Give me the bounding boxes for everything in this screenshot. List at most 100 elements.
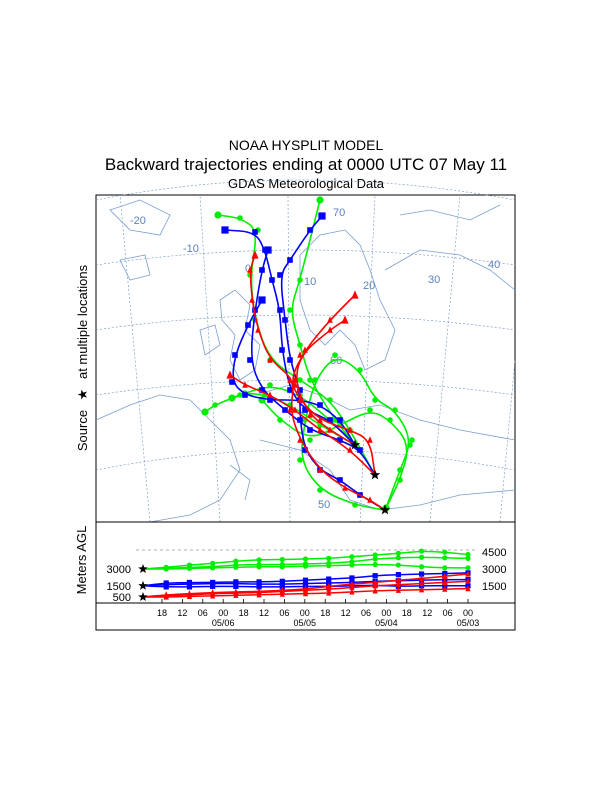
trajectory-marker xyxy=(367,436,373,443)
trajectory-marker xyxy=(277,417,283,423)
trajectory-marker xyxy=(267,391,273,398)
trajectory-marker xyxy=(395,550,401,556)
map-trajectory-line xyxy=(224,229,356,446)
trajectory-marker xyxy=(395,581,401,588)
trajectory-marker xyxy=(267,356,273,363)
trajectory-marker xyxy=(233,583,239,589)
trajectory-marker xyxy=(341,315,349,324)
trajectory-marker xyxy=(279,347,285,353)
map-coastlines xyxy=(95,199,516,523)
trajectory-marker xyxy=(316,196,324,204)
trajectory-marker xyxy=(442,549,448,555)
trajectory-marker xyxy=(317,402,323,408)
source-star-icon xyxy=(349,439,361,450)
latitude-label: 70 xyxy=(333,207,345,219)
hour-tick-label: 12 xyxy=(259,608,269,618)
date-label: 05/05 xyxy=(294,618,317,628)
trajectory-marker xyxy=(256,591,262,598)
trajectory-marker xyxy=(259,387,265,393)
trajectory-marker xyxy=(297,377,303,383)
trajectory-marker xyxy=(442,555,448,561)
trajectory-marker xyxy=(282,317,288,323)
trajectory-marker xyxy=(245,322,251,328)
trajectory-marker xyxy=(397,477,403,483)
start-height-label: 3000 xyxy=(107,564,131,576)
trajectory-marker xyxy=(292,376,298,383)
trajectory-marker xyxy=(312,377,318,383)
trajectory-marker xyxy=(317,416,323,423)
trajectory-marker xyxy=(256,564,262,570)
trajectory-marker xyxy=(326,585,332,592)
trajectory-marker xyxy=(392,407,398,413)
trajectory-marker xyxy=(297,457,303,463)
hour-tick-label: 06 xyxy=(198,608,208,618)
map-panel: -20 -10 0 10 20 30 40 70 60 50 Source ★ at multip… xyxy=(75,179,516,523)
trajectory-marker xyxy=(287,387,293,393)
data-source-label: GDAS Meteorological Data xyxy=(227,176,385,191)
trajectory-marker xyxy=(317,487,323,493)
trajectory-marker xyxy=(297,436,303,443)
trajectory-marker xyxy=(267,382,273,388)
trajectory-marker xyxy=(255,326,261,333)
trajectory-marker xyxy=(418,571,425,577)
trajectory-marker xyxy=(327,397,333,403)
trajectory-marker xyxy=(367,496,373,503)
map-trajectory xyxy=(292,315,356,446)
trajectory-marker xyxy=(327,316,333,323)
chart-subtitle: Backward trajectories ending at 0000 UTC… xyxy=(104,155,508,174)
trajectory-marker xyxy=(210,583,216,589)
trajectory-marker xyxy=(317,466,323,473)
trajectory-marker xyxy=(418,574,425,582)
height-series xyxy=(143,561,471,572)
trajectory-marker xyxy=(326,555,332,561)
trajectory-marker xyxy=(186,584,193,590)
trajectory-marker xyxy=(277,307,283,313)
trajectory-marker xyxy=(242,381,248,388)
trajectory-marker xyxy=(302,447,308,453)
trajectory-marker xyxy=(372,582,378,589)
trajectory-marker xyxy=(395,586,401,593)
trajectory-marker xyxy=(349,580,355,587)
trajectory-marker xyxy=(307,227,313,233)
longitude-label: 40 xyxy=(488,259,500,271)
trajectory-marker xyxy=(372,552,378,558)
trajectory-marker xyxy=(465,577,471,584)
trajectory-marker xyxy=(352,502,358,508)
trajectory-marker xyxy=(387,417,393,423)
trajectory-marker xyxy=(279,564,285,570)
trajectory-marker xyxy=(210,592,216,599)
date-label: 05/03 xyxy=(457,618,480,628)
hour-tick-label: 06 xyxy=(443,608,453,618)
hour-tick-label: 00 xyxy=(381,608,391,618)
trajectory-marker xyxy=(249,296,255,303)
trajectory-marker xyxy=(351,290,359,299)
trajectory-marker xyxy=(317,426,323,433)
trajectory-marker xyxy=(397,467,403,473)
trajectory-marker xyxy=(279,581,285,587)
height-ylabel: Meters AGL xyxy=(74,526,89,595)
start-height-label: 500 xyxy=(113,592,131,604)
map-trajectory-line xyxy=(301,358,410,511)
trajectory-marker xyxy=(327,417,333,423)
hour-tick-label: 18 xyxy=(320,608,330,618)
trajectory-marker xyxy=(292,406,298,413)
trajectory-marker xyxy=(349,562,355,568)
trajectory-marker xyxy=(337,417,343,423)
trajectory-marker xyxy=(395,576,401,583)
trajectory-marker xyxy=(232,352,238,358)
hour-tick-label: 18 xyxy=(402,608,412,618)
trajectory-marker xyxy=(465,585,471,592)
height-series xyxy=(142,585,471,600)
trajectory-marker xyxy=(233,591,239,598)
trajectory-marker xyxy=(372,561,378,568)
trajectory-marker xyxy=(247,266,253,273)
trajectory-marker xyxy=(279,556,285,563)
map-trajectory-line xyxy=(296,319,356,446)
multiple-locations-text: at multiple locations xyxy=(75,264,90,379)
trajectory-marker xyxy=(237,215,243,221)
hour-tick-label: 00 xyxy=(300,608,310,618)
date-label: 05/04 xyxy=(375,618,398,628)
trajectory-marker xyxy=(442,572,448,579)
start-height-label: 1500 xyxy=(107,581,131,593)
trajectory-marker xyxy=(465,565,471,571)
